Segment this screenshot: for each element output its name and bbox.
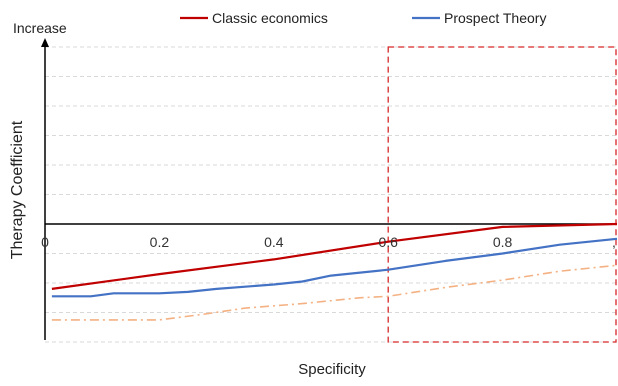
legend: Classic economics Prospect Theory (180, 10, 546, 26)
series-line-1 (51, 222, 618, 290)
legend-label: Prospect Theory (444, 10, 546, 26)
y-top-label: Increase (13, 20, 67, 36)
legend-item: Classic economics (180, 10, 328, 26)
highlight-region (387, 46, 617, 343)
y-axis-arrow-icon (41, 38, 49, 47)
x-tick-label: 0.2 (150, 234, 170, 250)
legend-item: Prospect Theory (412, 10, 546, 26)
x-tick-label: 0.8 (493, 234, 513, 250)
series-line-3 (51, 264, 618, 321)
tick-labels: 0 0.2 0.4 0.6 0.8, (41, 234, 616, 250)
gridlines (45, 46, 617, 343)
axes (41, 38, 617, 340)
legend-label: Classic economics (212, 10, 328, 26)
x-tick-label: 0.4 (264, 234, 284, 250)
x-tick-label: 0.6 (378, 234, 398, 250)
x-tick-label-trailing: , (612, 234, 616, 250)
series-line-2 (51, 237, 618, 298)
y-axis-label: Therapy Coefficient (9, 120, 26, 259)
series-lines (51, 222, 618, 321)
x-axis-label: Specificity (298, 361, 366, 378)
x-tick-label: 0 (41, 234, 49, 250)
highlight-box (387, 46, 617, 343)
